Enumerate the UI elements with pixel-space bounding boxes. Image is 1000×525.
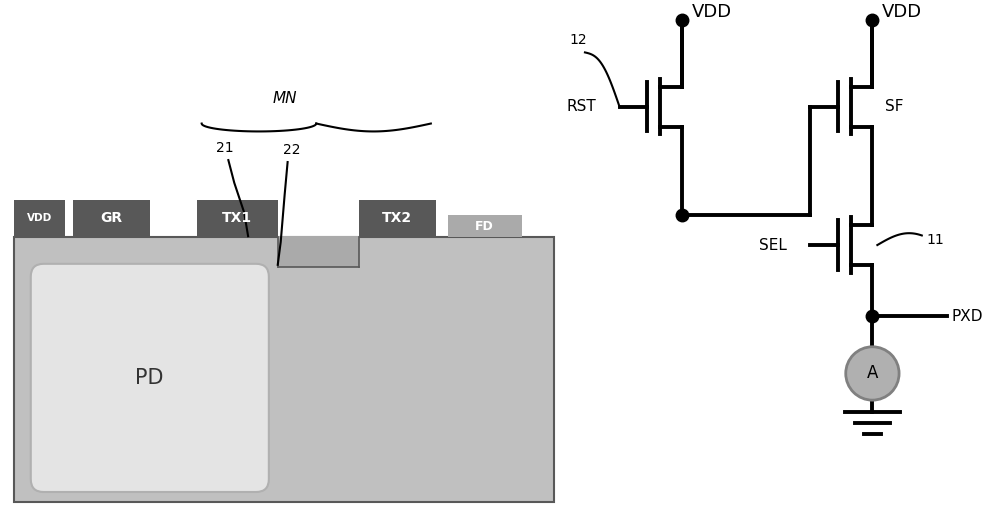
Bar <box>197 200 278 237</box>
Text: SF: SF <box>885 99 904 114</box>
Text: MN: MN <box>272 91 297 106</box>
Text: PD: PD <box>135 369 164 388</box>
Bar <box>448 215 522 237</box>
Text: VDD: VDD <box>27 213 52 223</box>
Text: 22: 22 <box>283 143 300 157</box>
Text: 21: 21 <box>216 141 234 155</box>
FancyBboxPatch shape <box>31 264 269 492</box>
Text: 12: 12 <box>569 34 587 47</box>
Text: A: A <box>867 364 878 382</box>
Text: TX2: TX2 <box>382 212 412 225</box>
Bar <box>14 200 65 237</box>
Bar <box>359 200 436 237</box>
Text: FD: FD <box>475 220 494 233</box>
Text: GR: GR <box>101 212 123 225</box>
Bar <box>278 236 359 267</box>
Text: SEL: SEL <box>759 237 786 253</box>
Bar <box>14 237 554 502</box>
Text: VDD: VDD <box>692 3 732 21</box>
Circle shape <box>846 347 899 400</box>
Text: 11: 11 <box>927 233 944 247</box>
Bar <box>73 200 150 237</box>
Text: RST: RST <box>566 99 596 114</box>
Text: VDD: VDD <box>882 3 922 21</box>
Text: TX1: TX1 <box>222 212 252 225</box>
Text: PXD: PXD <box>951 309 983 324</box>
